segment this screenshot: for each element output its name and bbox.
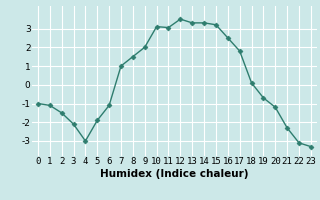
X-axis label: Humidex (Indice chaleur): Humidex (Indice chaleur) — [100, 169, 249, 179]
